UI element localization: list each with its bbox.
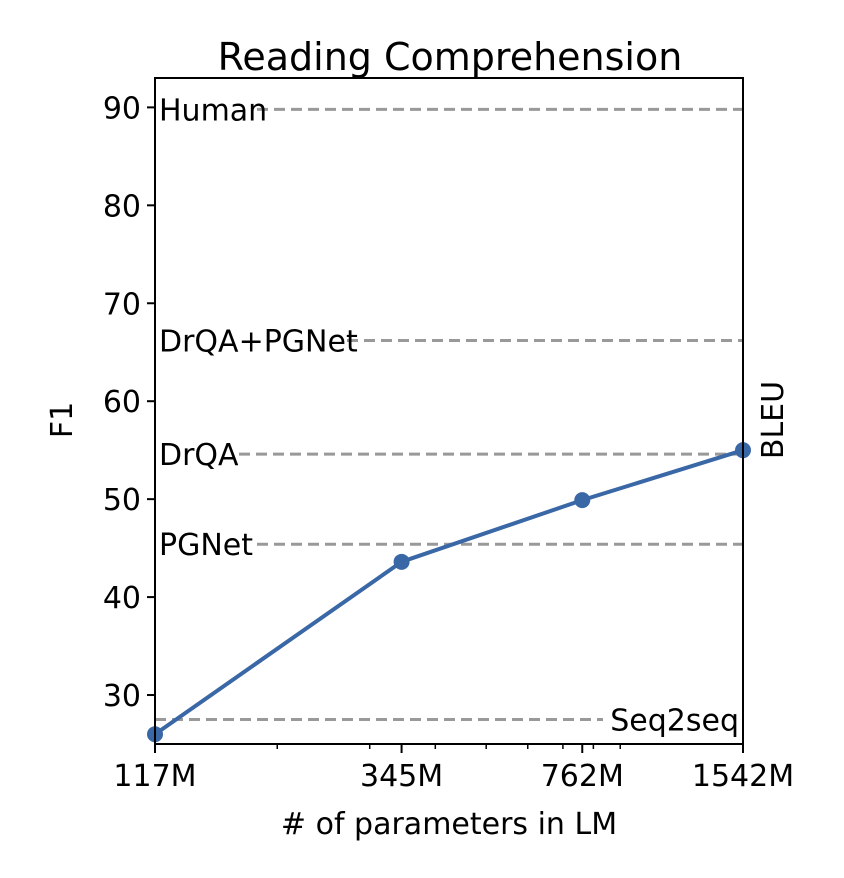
reference-line-label: DrQA xyxy=(159,438,239,473)
y-tick-label: 90 xyxy=(103,91,141,126)
series-line xyxy=(153,448,744,736)
x-tick-label: 345M xyxy=(360,759,443,794)
plot-frame xyxy=(154,77,744,745)
reference-line-label: Human xyxy=(159,93,267,128)
y-axis-title: F1 xyxy=(45,402,80,438)
y-tick-label: 80 xyxy=(103,189,141,224)
data-point xyxy=(393,553,410,570)
y-tick-label: 50 xyxy=(103,483,141,518)
y-tick-label: 70 xyxy=(103,287,141,322)
chart-title: Reading Comprehension xyxy=(218,35,683,79)
reference-lines: Human DrQA+PGNet DrQA PGNet Seq2seq xyxy=(155,93,743,739)
x-axis: 117M 345M 762M 1542M xyxy=(113,744,794,794)
y-axis: 30 40 50 60 70 80 90 xyxy=(103,91,155,714)
y-tick-label: 40 xyxy=(103,581,141,616)
x-axis-title: # of parameters in LM xyxy=(281,807,617,842)
right-axis-title: BLEU xyxy=(756,381,791,459)
reference-line-label: PGNet xyxy=(159,528,253,563)
reference-line-label: Seq2seq xyxy=(610,704,739,739)
y-tick-label: 60 xyxy=(103,385,141,420)
x-tick-label: 117M xyxy=(113,759,196,794)
series-layer xyxy=(147,442,751,743)
x-tick-label: 762M xyxy=(541,759,624,794)
reference-line-label: DrQA+PGNet xyxy=(159,324,358,359)
y-tick-label: 30 xyxy=(103,679,141,714)
data-point xyxy=(574,492,591,509)
x-tick-label: 1542M xyxy=(692,759,794,794)
